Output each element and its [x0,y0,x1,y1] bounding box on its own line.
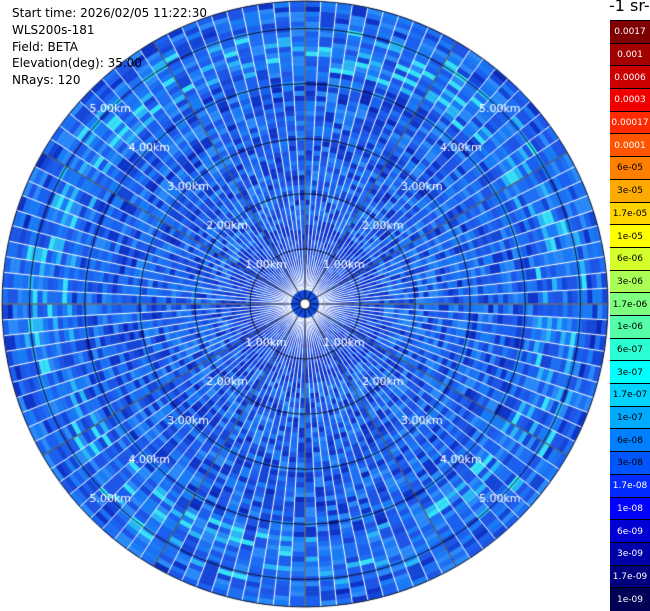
colorbar-level: 1.7e-07 [610,383,650,407]
colorbar-level: 6e-05 [610,156,650,180]
colorbar-level: 6e-09 [610,519,650,543]
instrument-name: WLS200s-181 [12,22,95,37]
colorbar-level: 0.00017 [610,110,650,135]
colorbar-level: 0.0001 [610,133,650,158]
colorbar-level: 1e-09 [610,587,650,611]
colorbar-level: 1.7e-06 [610,292,650,316]
colorbar-level: 6e-06 [610,246,650,271]
elevation: Elevation(deg): 35.00 [12,56,142,71]
colorbar-level: 0.0003 [610,88,650,112]
nrays: NRays: 120 [12,73,81,88]
colorbar-level: 0.0006 [610,65,650,90]
colorbar-level: 1.7e-05 [610,201,650,226]
colorbar-level: 3e-06 [610,269,650,294]
colorbar-level: 1.7e-08 [610,473,650,498]
ppi-plot [0,0,610,610]
colorbar-level: 6e-07 [610,337,650,362]
colorbar-level: 1e-05 [610,224,650,248]
colorbar-title: -1 sr- [609,0,650,15]
colorbar-level: 6e-08 [610,428,650,453]
info-block: Start time: 2026/02/05 11:22:30 WLS200s-… [12,5,207,89]
colorbar-level: 1e-08 [610,496,650,521]
colorbar-level: 3e-09 [610,541,650,566]
colorbar-level: 1.7e-09 [610,564,650,589]
colorbar-level: 0.001 [610,42,650,67]
colorbar: 0.0017 0.001 0.0006 0.0003 0.00017 0.0001 6e-0… [610,20,650,611]
colorbar-level: 3e-08 [610,451,650,475]
colorbar-level: 0.0017 [610,20,650,44]
colorbar-level: 3e-05 [610,178,650,203]
colorbar-level: 1e-07 [610,405,650,430]
start-time: Start time: 2026/02/05 11:22:30 [12,6,207,20]
field-name: Field: BETA [12,39,78,54]
colorbar-level: 1e-06 [610,315,650,339]
colorbar-level: 3e-07 [610,360,650,385]
